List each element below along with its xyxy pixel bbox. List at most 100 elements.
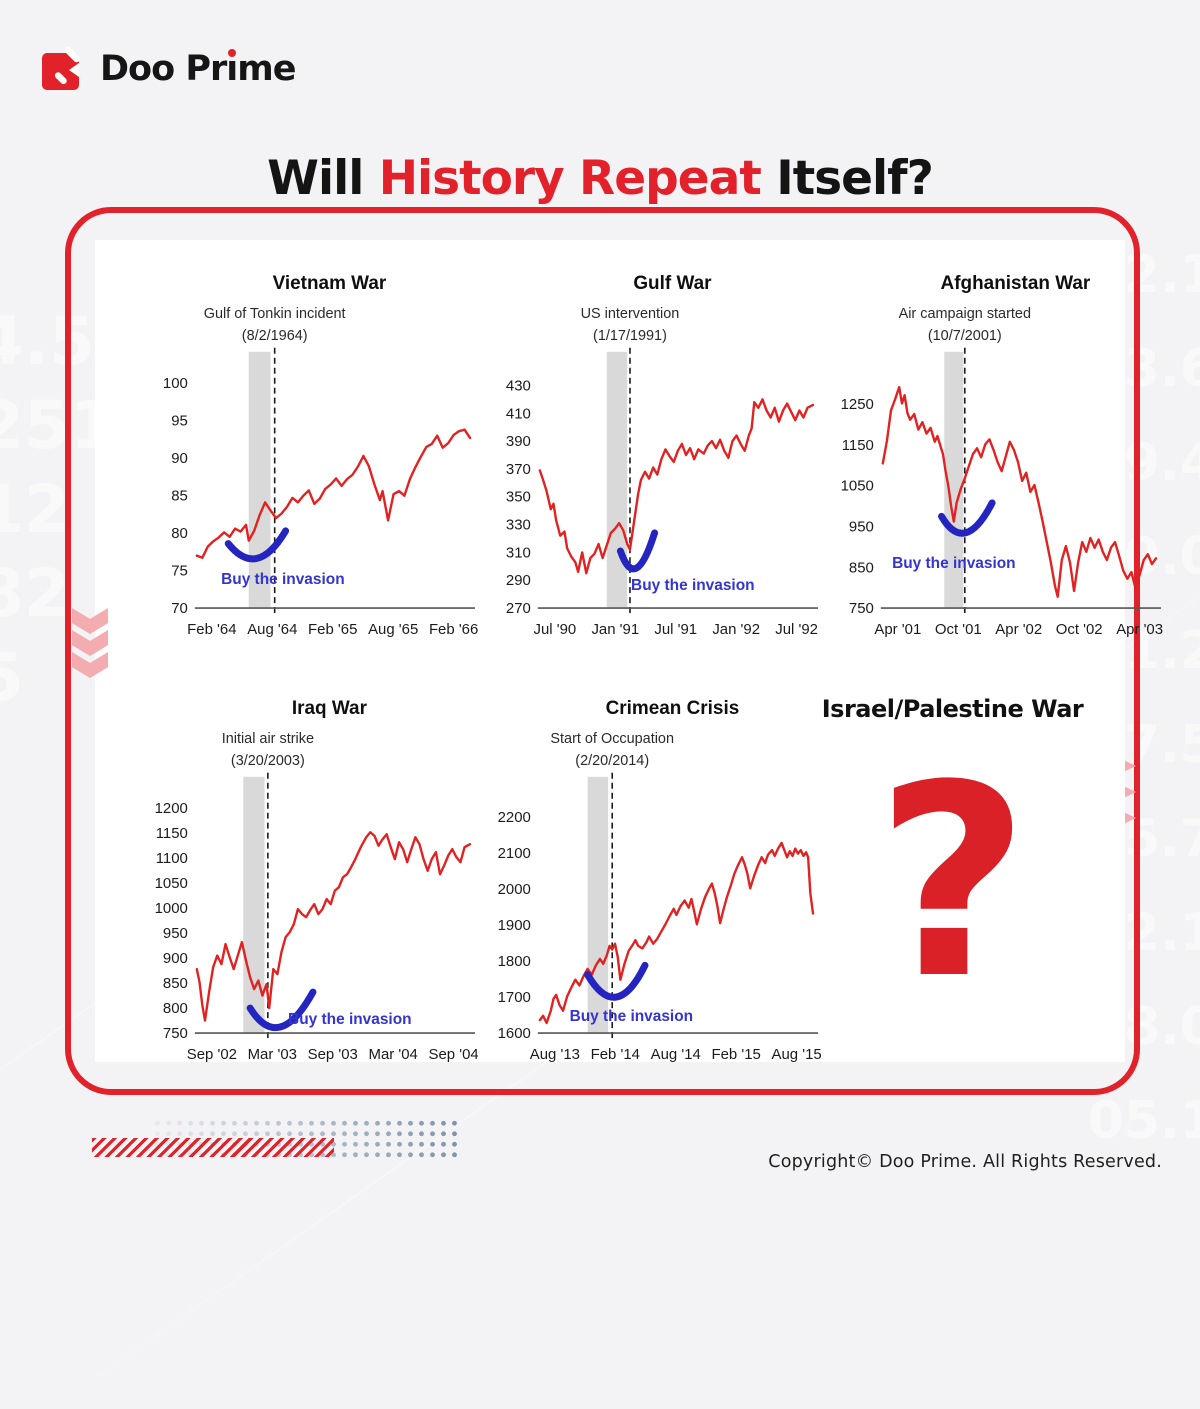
svg-text:2100: 2100 [498,845,531,862]
crimean-crisis-chart: 1600 1700 1800 1900 2000 2100 2200 Aug '13 Feb '… [478,681,821,1076]
svg-text:Air campaign started: Air campaign started [899,306,1031,322]
svg-text:Mar '04: Mar '04 [369,1046,418,1063]
svg-text:Apr '02: Apr '02 [995,621,1042,638]
svg-text:350: 350 [506,489,531,506]
doo-prime-infographic: { "brand": { "name": "Doo Prime", "logo_… [0,0,1200,1200]
gulf-war-chart: 270 290 310 330 350 370 390 410 430 Jul '90 Jan '9… [478,256,819,649]
svg-text:290: 290 [506,572,531,589]
svg-text:Jan '92: Jan '92 [712,621,760,638]
svg-text:1150: 1150 [842,437,874,454]
svg-text:Apr '03: Apr '03 [1116,621,1163,638]
svg-text:1800: 1800 [498,953,531,970]
svg-text:Feb '14: Feb '14 [591,1046,640,1063]
svg-text:2000: 2000 [498,881,531,898]
svg-text:100: 100 [163,375,188,392]
svg-text:(10/7/2001): (10/7/2001) [928,328,1002,344]
afghanistan-war-chart: 750 850 950 1050 1150 1250 Apr '01 Oct '01 Apr '… [821,256,1163,649]
svg-text:410: 410 [506,405,531,422]
svg-text:Aug '15: Aug '15 [772,1046,821,1063]
svg-text:430: 430 [506,377,531,394]
svg-text:Aug '65: Aug '65 [368,621,418,638]
chevron-down-icon [72,608,108,634]
hatched-bar-decoration [92,1138,334,1157]
svg-text:Aug '13: Aug '13 [530,1046,580,1063]
svg-text:1100: 1100 [156,850,188,867]
svg-text:Mar '03: Mar '03 [248,1046,297,1063]
svg-text:850: 850 [849,559,874,576]
svg-text:Iraq War: Iraq War [292,698,368,719]
iraq-war-chart: 750 800 850 900 950 1000 1050 1100 1150 1200 Sep '… [135,681,478,1076]
svg-text:Crimean Crisis: Crimean Crisis [606,698,740,719]
svg-text:Gulf War: Gulf War [633,273,712,294]
svg-text:Vietnam War: Vietnam War [273,273,387,294]
svg-text:Buy the invasion: Buy the invasion [221,571,345,588]
svg-text:90: 90 [171,450,188,467]
svg-text:Jan '91: Jan '91 [591,621,639,638]
svg-text:330: 330 [506,517,531,534]
svg-text:80: 80 [171,525,188,542]
charts-sheet: 70 75 80 85 90 95 100 Feb '64 Aug '64 Feb '65 Aug … [95,240,1163,1063]
svg-text:950: 950 [163,925,188,942]
doo-prime-logo-icon [42,46,81,90]
question-mark: ? [875,729,1030,1037]
svg-text:1200: 1200 [155,800,188,817]
svg-text:95: 95 [171,413,188,430]
copyright-text: Copyright© Doo Prime. All Rights Reserve… [768,1152,1162,1172]
svg-text:Start of Occupation: Start of Occupation [550,731,674,747]
svg-text:1700: 1700 [498,989,531,1006]
svg-text:Buy the invasion: Buy the invasion [288,1011,412,1028]
svg-text:370: 370 [506,461,531,478]
svg-text:1250: 1250 [841,396,874,413]
svg-text:Feb '15: Feb '15 [712,1046,761,1063]
israel-palestine-title: Israel/Palestine War [821,695,1084,723]
svg-text:(1/17/1991): (1/17/1991) [593,328,667,344]
svg-text:390: 390 [506,433,531,450]
svg-text:1000: 1000 [155,900,188,917]
svg-text:950: 950 [849,519,874,536]
svg-text:Jul '90: Jul '90 [533,621,576,638]
svg-text:310: 310 [506,544,531,561]
svg-text:(2/20/2014): (2/20/2014) [575,753,649,769]
svg-text:Aug '14: Aug '14 [651,1046,701,1063]
svg-text:1050: 1050 [841,478,874,495]
svg-text:Oct '01: Oct '01 [935,621,982,638]
svg-text:Sep '02: Sep '02 [187,1046,237,1063]
logo-i-red-dot: ı [226,49,238,89]
svg-text:Sep '04: Sep '04 [429,1046,478,1063]
chevron-down-decoration [72,608,108,678]
doo-prime-logo: Doo Prıme [40,46,296,92]
svg-text:Buy the invasion: Buy the invasion [570,1008,694,1025]
red-rounded-frame [65,207,1140,1095]
svg-text:2200: 2200 [498,809,531,826]
svg-text:850: 850 [163,975,188,992]
svg-text:1900: 1900 [498,917,531,934]
svg-text:800: 800 [163,1000,188,1017]
svg-text:Apr '01: Apr '01 [874,621,921,638]
svg-text:1600: 1600 [498,1025,531,1042]
svg-text:270: 270 [506,600,531,617]
svg-text:750: 750 [849,600,874,617]
israel-palestine-panel: Israel/Palestine War ? [821,681,1084,1076]
svg-text:1150: 1150 [156,825,188,842]
svg-text:(8/2/1964): (8/2/1964) [242,328,308,344]
svg-text:US intervention: US intervention [581,306,680,322]
svg-text:75: 75 [171,563,188,580]
svg-text:750: 750 [163,1025,188,1042]
svg-text:1050: 1050 [155,875,188,892]
svg-text:900: 900 [163,950,188,967]
svg-text:Oct '02: Oct '02 [1056,621,1103,638]
svg-text:Buy the invasion: Buy the invasion [892,555,1016,572]
svg-text:Feb '64: Feb '64 [187,621,236,638]
svg-text:Feb '65: Feb '65 [308,621,357,638]
svg-text:Jul '91: Jul '91 [654,621,697,638]
svg-text:Gulf of Tonkin incident: Gulf of Tonkin incident [204,306,346,322]
page-title: Will History Repeat Itself? [267,151,934,207]
brand-name: Doo Prıme [100,49,296,89]
svg-text:Jul '92: Jul '92 [775,621,818,638]
svg-text:Initial air strike: Initial air strike [222,731,314,747]
svg-text:Feb '66: Feb '66 [429,621,478,638]
svg-text:Afghanistan War: Afghanistan War [941,273,1091,294]
svg-text:Sep '03: Sep '03 [308,1046,358,1063]
vietnam-war-chart: 70 75 80 85 90 95 100 Feb '64 Aug '64 Feb '65 Aug … [135,256,478,649]
svg-text:Aug '64: Aug '64 [247,621,297,638]
